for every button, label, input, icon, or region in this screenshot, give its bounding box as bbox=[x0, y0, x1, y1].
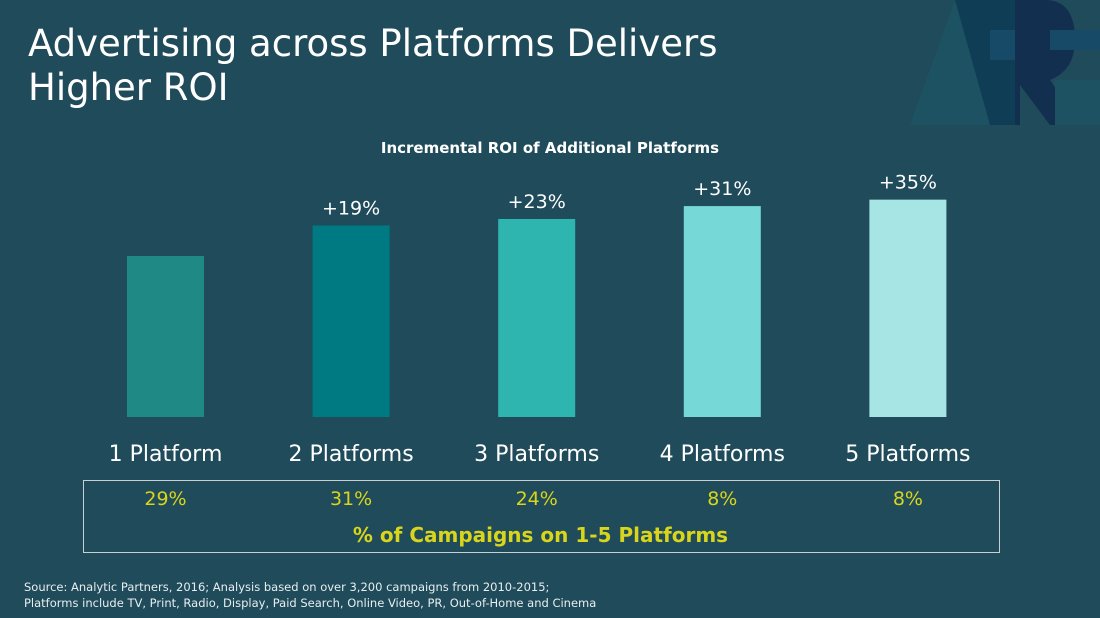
slide-title: Advertising across Platforms Delivers Hi… bbox=[28, 22, 718, 109]
data-label: +35% bbox=[879, 172, 937, 194]
bar bbox=[683, 206, 761, 417]
data-label: +31% bbox=[693, 178, 751, 200]
campaign-share-value: 31% bbox=[329, 488, 373, 510]
campaign-share-value: 29% bbox=[144, 488, 187, 510]
data-label: +23% bbox=[508, 191, 566, 213]
category-label: 3 Platforms bbox=[474, 442, 599, 467]
analytic-partners-logo bbox=[910, 0, 1100, 125]
category-label: 4 Platforms bbox=[660, 442, 785, 467]
bar bbox=[498, 218, 576, 417]
bar-chart: 1 Platform +19% 2 Platforms +23% 3 Platforms… bbox=[109, 172, 971, 467]
campaign-share-box bbox=[83, 480, 1000, 553]
bar bbox=[869, 199, 947, 417]
campaign-share-label: % of Campaigns on 1-5 Platforms bbox=[352, 523, 729, 547]
category-label: 1 Platform bbox=[109, 442, 223, 467]
data-label: +19% bbox=[322, 197, 380, 219]
bar bbox=[127, 256, 204, 417]
category-label: 5 Platforms bbox=[845, 442, 970, 467]
source-line: Platforms include TV, Print, Radio, Disp… bbox=[24, 596, 597, 610]
campaign-share-value: 24% bbox=[515, 488, 558, 510]
campaign-share-value: 8% bbox=[892, 488, 923, 510]
source-note: Source: Analytic Partners, 2016; Analysi… bbox=[24, 579, 596, 611]
bar bbox=[312, 225, 390, 417]
source-line: Source: Analytic Partners, 2016; Analysi… bbox=[24, 580, 550, 594]
category-label: 2 Platforms bbox=[288, 442, 413, 467]
campaign-share-value: 8% bbox=[707, 488, 738, 510]
chart-title: Incremental ROI of Additional Platforms bbox=[380, 139, 720, 157]
